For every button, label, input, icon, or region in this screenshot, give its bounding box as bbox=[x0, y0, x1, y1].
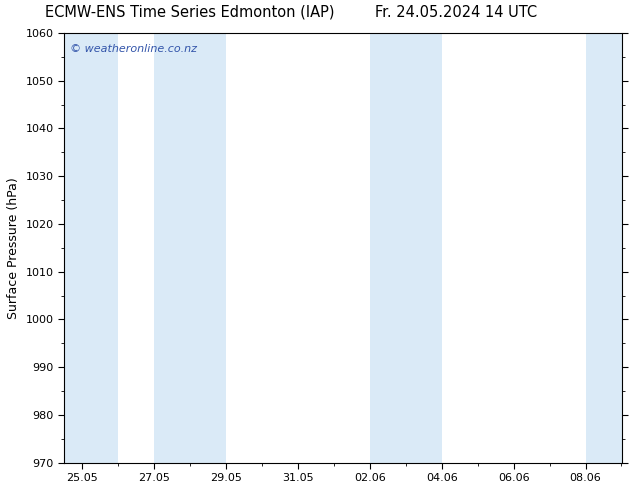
Y-axis label: Surface Pressure (hPa): Surface Pressure (hPa) bbox=[7, 177, 20, 318]
Bar bbox=[370, 33, 442, 463]
Bar bbox=[586, 33, 621, 463]
Text: Fr. 24.05.2024 14 UTC: Fr. 24.05.2024 14 UTC bbox=[375, 5, 538, 20]
Bar bbox=[154, 33, 226, 463]
Bar bbox=[64, 33, 118, 463]
Text: ECMW-ENS Time Series Edmonton (IAP): ECMW-ENS Time Series Edmonton (IAP) bbox=[46, 5, 335, 20]
Text: © weatheronline.co.nz: © weatheronline.co.nz bbox=[70, 44, 197, 54]
